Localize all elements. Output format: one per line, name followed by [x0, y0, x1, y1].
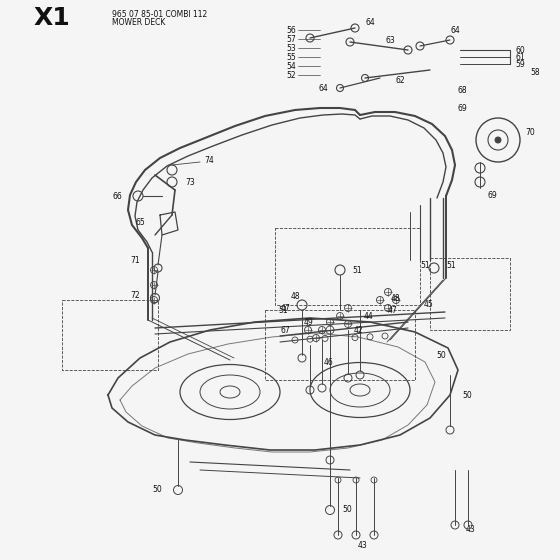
Text: 57: 57: [286, 35, 296, 44]
Text: 69: 69: [457, 104, 467, 113]
Text: 42: 42: [353, 325, 363, 334]
Text: 51: 51: [446, 260, 456, 269]
Text: 50: 50: [462, 390, 472, 399]
Text: 56: 56: [286, 26, 296, 35]
Text: 62: 62: [395, 76, 405, 85]
Text: 68: 68: [457, 86, 467, 95]
Text: 45: 45: [423, 300, 433, 309]
Text: 69: 69: [487, 190, 497, 199]
Text: 63: 63: [385, 35, 395, 44]
Text: 49: 49: [303, 318, 313, 326]
Text: 66: 66: [112, 192, 122, 200]
Text: 965 07 85-01 COMBI 112: 965 07 85-01 COMBI 112: [112, 10, 207, 18]
Text: 71: 71: [130, 255, 140, 264]
Text: 43: 43: [357, 540, 367, 549]
Text: 51: 51: [278, 306, 288, 315]
Text: 58: 58: [530, 68, 540, 77]
Circle shape: [495, 137, 501, 143]
Text: 47: 47: [387, 306, 397, 315]
Text: 67: 67: [280, 325, 290, 334]
Text: 50: 50: [342, 506, 352, 515]
Text: X1: X1: [34, 6, 71, 30]
Text: 64: 64: [365, 17, 375, 26]
Text: 44: 44: [363, 311, 373, 320]
Text: 64: 64: [318, 83, 328, 92]
Text: 59: 59: [515, 59, 525, 68]
Text: 73: 73: [185, 178, 195, 186]
Text: 51: 51: [421, 260, 430, 269]
Text: 61: 61: [515, 53, 525, 62]
Text: 60: 60: [515, 45, 525, 54]
Text: 64: 64: [450, 26, 460, 35]
Text: MOWER DECK: MOWER DECK: [112, 17, 165, 26]
Text: 72: 72: [130, 291, 140, 300]
Text: 53: 53: [286, 44, 296, 53]
Text: 65: 65: [136, 217, 145, 226]
Text: 50: 50: [436, 351, 446, 360]
Text: 47: 47: [280, 304, 290, 312]
Text: 52: 52: [286, 71, 296, 80]
Text: 46: 46: [323, 357, 333, 366]
Text: 48: 48: [390, 293, 400, 302]
Text: 50: 50: [152, 486, 162, 494]
Text: 51: 51: [352, 265, 362, 274]
Text: 54: 54: [286, 62, 296, 71]
Text: 70: 70: [525, 128, 535, 137]
Text: 55: 55: [286, 53, 296, 62]
Text: 43: 43: [465, 525, 475, 534]
Text: 74: 74: [204, 156, 214, 165]
Text: 48: 48: [290, 292, 300, 301]
